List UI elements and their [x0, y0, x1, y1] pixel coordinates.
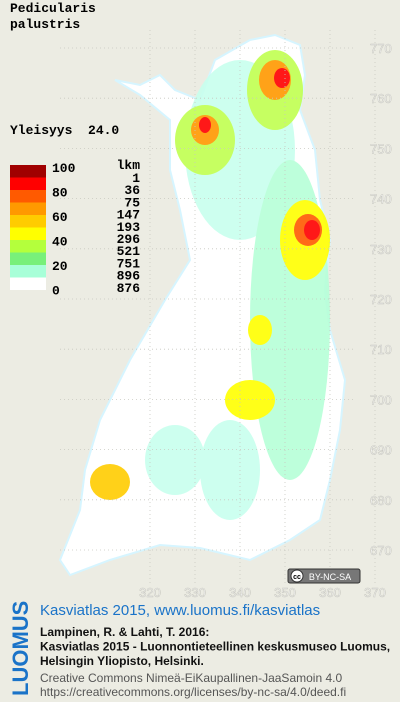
grid [60, 30, 376, 585]
count-header: lkm [117, 158, 141, 173]
x-tick-label: 360 [319, 585, 341, 600]
legend-count: 75 [124, 195, 140, 210]
legend-swatch [10, 265, 46, 278]
frequency: Yleisyys 24.0 [10, 123, 119, 138]
x-tick-label: 320 [139, 585, 161, 600]
citation-line: Helsingin Yliopisto, Helsinki. [40, 654, 204, 668]
legend-count: 36 [124, 183, 140, 198]
y-tick-label: 680 [370, 493, 392, 508]
legend-swatch [10, 277, 46, 290]
headline: Kasviatlas 2015, www.luomus.fi/kasviatla… [40, 602, 320, 619]
cell-area [274, 68, 290, 88]
brand: LUOMUS [8, 601, 33, 696]
y-tick-label: 720 [370, 292, 392, 307]
citation: Lampinen, R. & Lahti, T. 2016:Kasviatlas… [40, 625, 390, 668]
legend-swatch [10, 177, 46, 190]
legend-count: 193 [117, 220, 141, 235]
cell-area [199, 117, 211, 133]
cell-area [200, 420, 260, 520]
legend-count: 296 [117, 232, 141, 247]
legend-scale-label: 40 [52, 235, 68, 250]
license-badge: cc BY-NC-SA [287, 568, 361, 584]
badge-circle [290, 569, 304, 583]
y-tick-label: 710 [370, 342, 392, 357]
legend-swatch [10, 252, 46, 265]
citation-line: Kasviatlas 2015 - Luonnontieteellinen ke… [40, 640, 390, 654]
cell-area [90, 464, 130, 500]
x-tick-label: 340 [229, 585, 251, 600]
occurrence-cells [90, 50, 330, 520]
legend-swatch [10, 165, 46, 178]
legend-scale-label: 20 [52, 259, 68, 274]
y-tick-label: 700 [370, 392, 392, 407]
legend-count: 751 [117, 256, 141, 271]
legend-scale-label: 100 [52, 161, 76, 176]
badge-box [287, 568, 361, 584]
legend: lkm 100 80 60 40 20 0 136751471932965217518968… [10, 158, 140, 299]
x-tick-label: 330 [184, 585, 206, 600]
y-tick-label: 750 [370, 141, 392, 156]
cell-area [304, 220, 320, 240]
y-tick-label: 690 [370, 443, 392, 458]
species-name: Pedicularis [10, 1, 96, 16]
license-line: https://creativecommons.org/licenses/by-… [40, 685, 346, 699]
legend-scale-label: 0 [52, 284, 60, 299]
map [58, 30, 376, 585]
legend-scale-label: 80 [52, 186, 68, 201]
y-tick-label: 740 [370, 192, 392, 207]
cell-area [225, 380, 275, 420]
legend-swatch [10, 215, 46, 228]
legend-scale-label: 60 [52, 210, 68, 225]
cell-area [145, 425, 205, 495]
license: Creative Commons Nimeä-EiKaupallinen-Jaa… [40, 671, 346, 699]
y-tick-label: 770 [370, 41, 392, 56]
legend-count: 896 [117, 269, 141, 284]
badge-icon: cc [293, 574, 301, 581]
legend-swatch [10, 240, 46, 253]
legend-swatch [10, 190, 46, 203]
legend-count: 147 [117, 208, 140, 223]
species-name: palustris [10, 17, 80, 32]
legend-count: 521 [117, 244, 141, 259]
y-tick-label: 670 [370, 543, 392, 558]
badge-text: BY-NC-SA [309, 572, 351, 582]
y-tick-label: 760 [370, 91, 392, 106]
x-tick-label: 370 [364, 585, 386, 600]
legend-swatch [10, 202, 46, 215]
x-tick-label: 350 [274, 585, 296, 600]
legend-swatch [10, 227, 46, 240]
y-tick-label: 730 [370, 242, 392, 257]
legend-count: 876 [117, 281, 141, 296]
legend-count: 1 [132, 171, 140, 186]
license-line: Creative Commons Nimeä-EiKaupallinen-Jaa… [40, 671, 342, 685]
citation-line: Lampinen, R. & Lahti, T. 2016: [40, 625, 209, 639]
cell-area [248, 315, 272, 345]
